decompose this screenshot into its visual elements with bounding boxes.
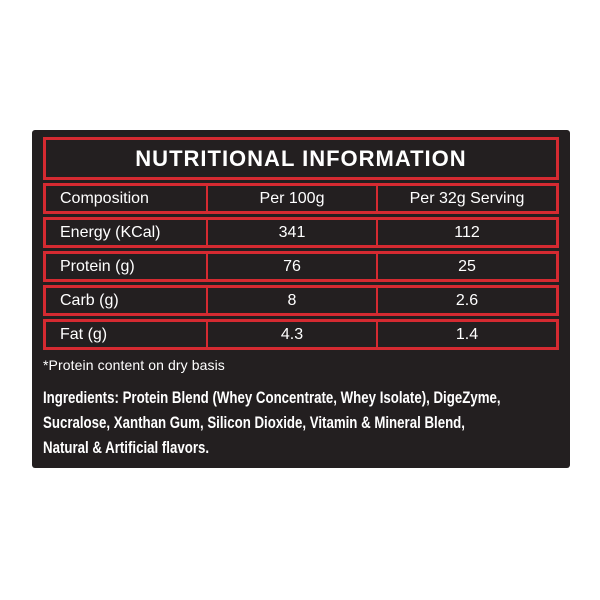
- table-row-protein: Protein (g) 76 25: [43, 251, 559, 282]
- ingredients-line-3: Natural & Artificial flavors.: [43, 438, 210, 457]
- energy-per-100g-value: 341: [208, 220, 378, 245]
- energy-per-32g-value: 112: [454, 223, 480, 241]
- carb-per-100g-value: 8: [208, 288, 378, 313]
- row-label-protein: Protein (g): [46, 254, 208, 279]
- carb-per-32g-value: 2.6: [455, 291, 479, 309]
- protein-dry-basis-footnote: *Protein content on dry basis: [43, 357, 225, 373]
- table-row-carb: Carb (g) 8 2.6: [43, 285, 559, 316]
- column-header-per-32g-serving: Per 32g Serving: [409, 189, 525, 207]
- fat-per-32g-value: 1.4: [455, 325, 479, 343]
- fat-per-100g-value: 4.3: [208, 322, 378, 347]
- row-label-energy: Energy (KCal): [46, 220, 208, 245]
- table-row-fat: Fat (g) 4.3 1.4: [43, 319, 559, 350]
- table-header-row: Composition Per 100g Per 32g Serving: [43, 183, 559, 214]
- protein-per-32g-value: 25: [458, 257, 476, 275]
- table-title-box: NUTRITIONAL INFORMATION: [43, 137, 559, 180]
- ingredients-line-2: Sucralose, Xanthan Gum, Silicon Dioxide,…: [43, 413, 465, 432]
- column-header-per-100g: Per 100g: [208, 186, 378, 211]
- row-label-carb: Carb (g): [46, 288, 208, 313]
- protein-per-100g-value: 76: [208, 254, 378, 279]
- row-label-fat: Fat (g): [46, 322, 208, 347]
- ingredients-paragraph: Ingredients: Protein Blend (Whey Concent…: [43, 385, 558, 460]
- ingredients-line-1: Ingredients: Protein Blend (Whey Concent…: [43, 388, 501, 407]
- column-header-composition: Composition: [46, 186, 208, 211]
- nutrition-panel: NUTRITIONAL INFORMATION Composition Per …: [32, 130, 570, 468]
- table-title: NUTRITIONAL INFORMATION: [135, 145, 467, 171]
- table-row-energy: Energy (KCal) 341 112: [43, 217, 559, 248]
